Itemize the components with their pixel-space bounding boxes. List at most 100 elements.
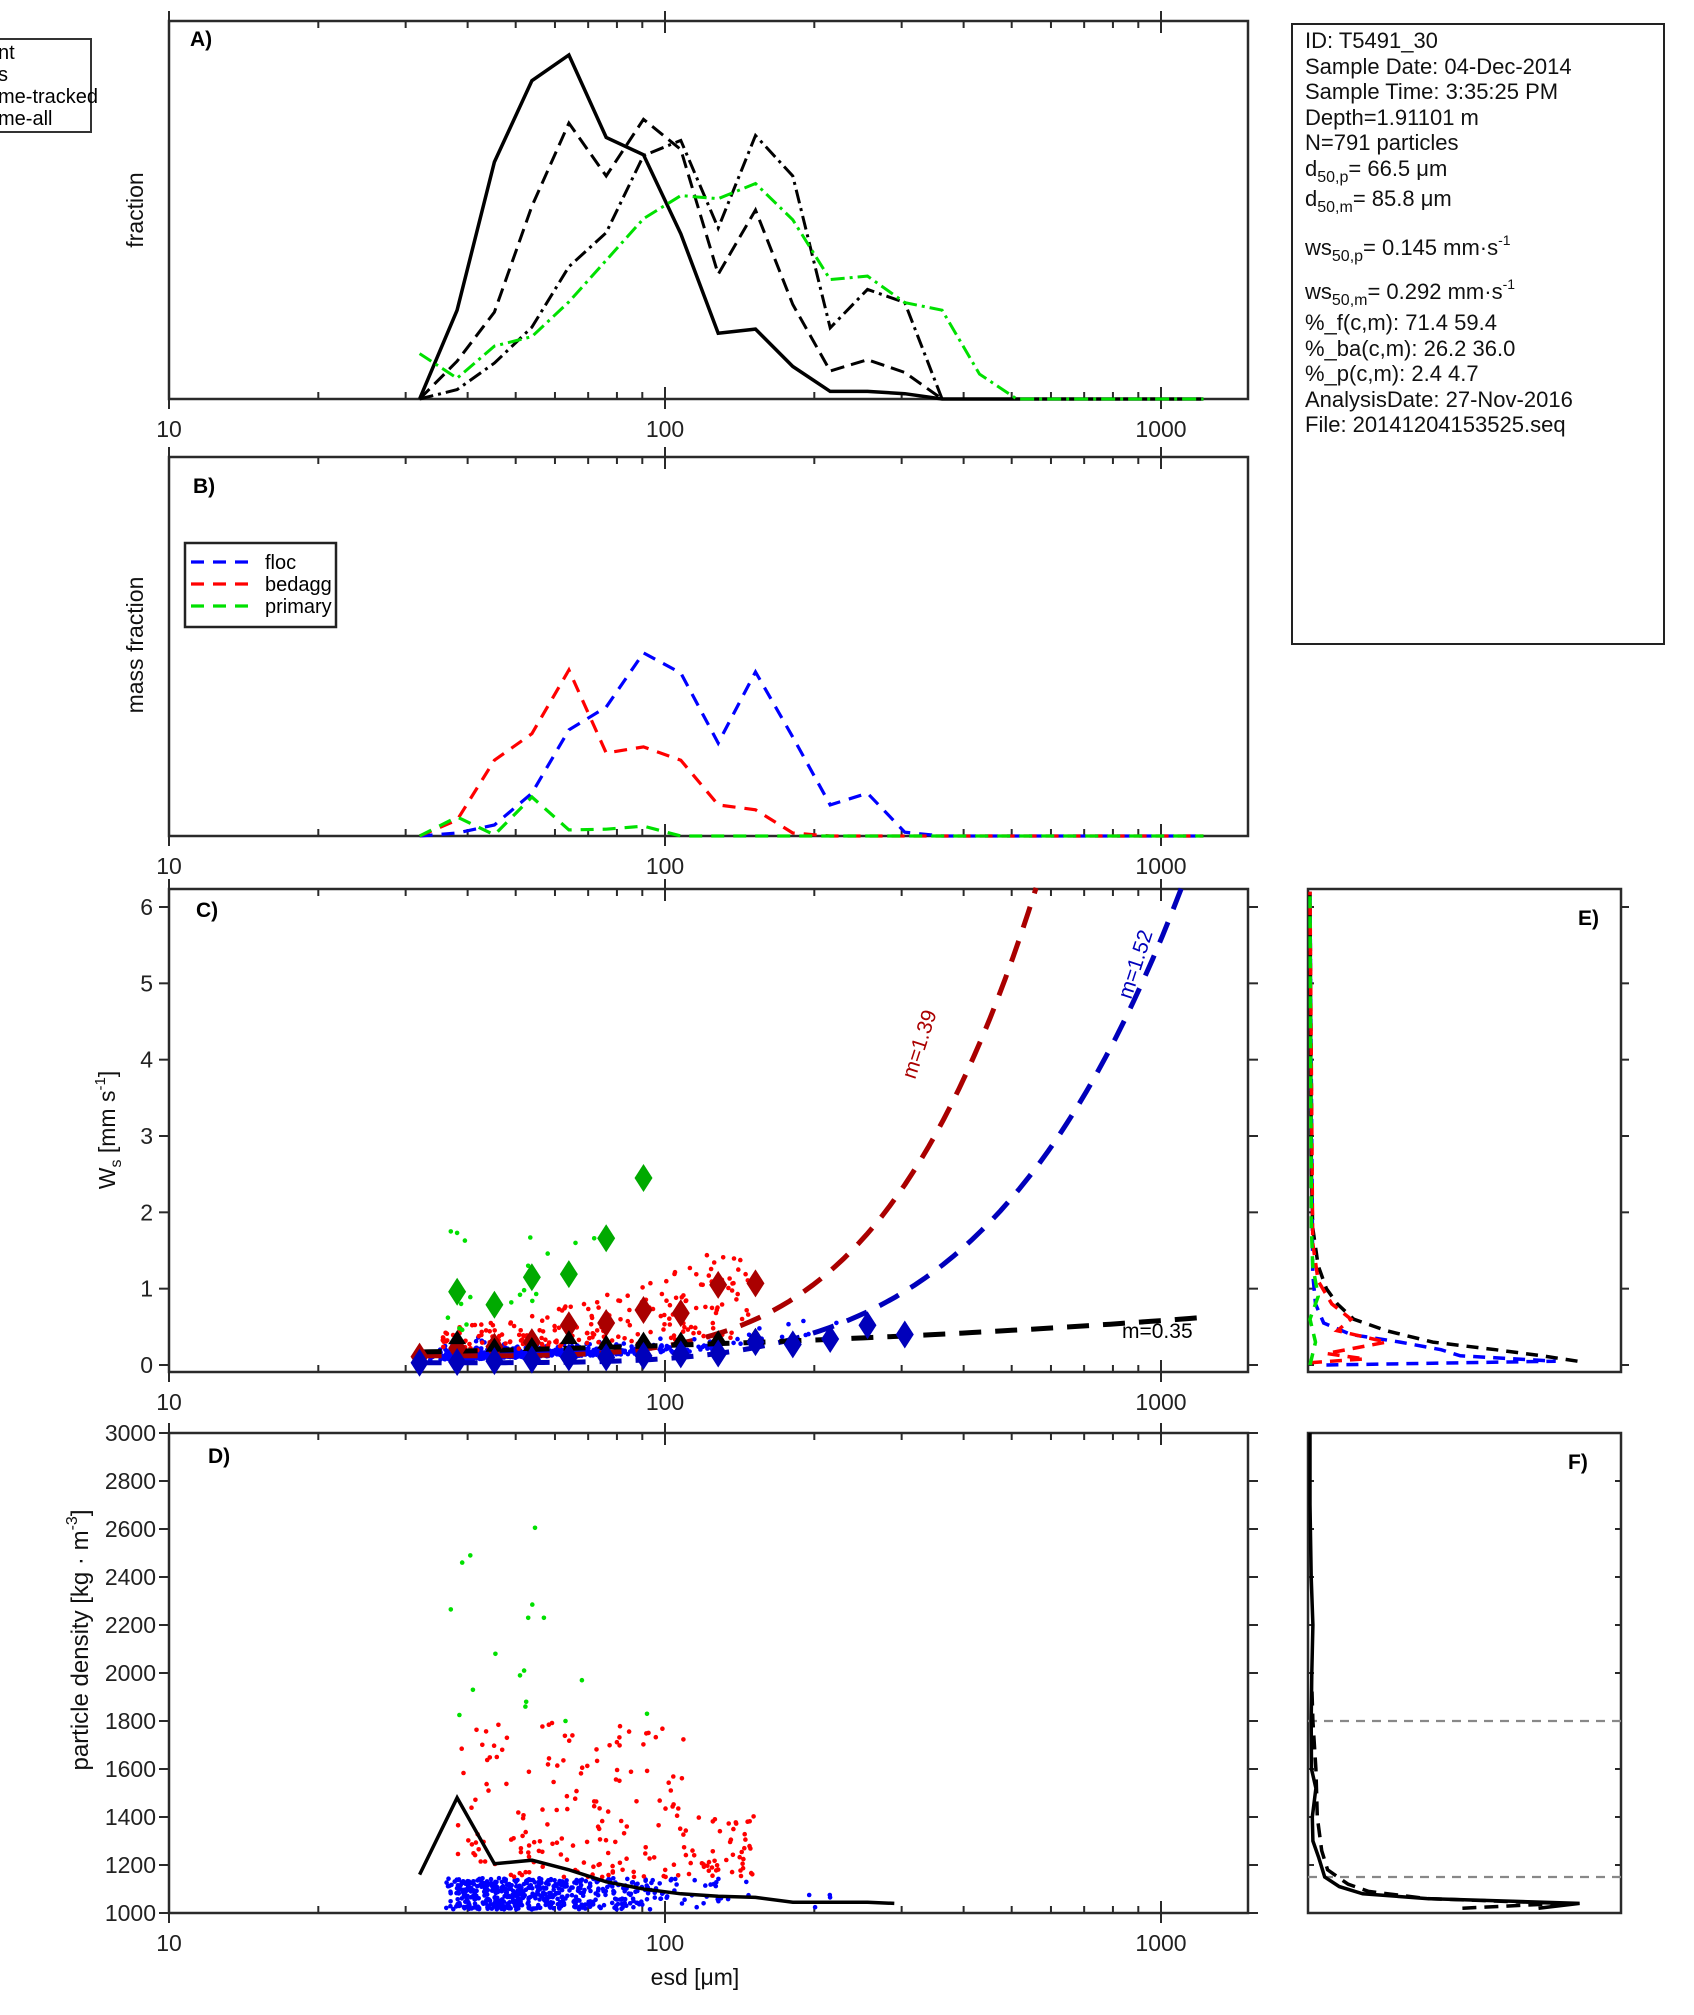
scatter-point-floc [658, 1349, 664, 1355]
scatter-point-primary [523, 1704, 528, 1709]
scatter-point-bedagg [738, 1257, 743, 1263]
scatter-point-floc [502, 1876, 507, 1882]
scatter-point-floc [631, 1904, 636, 1910]
scatter-point-bedagg [503, 1341, 508, 1346]
scatter-point-floc [460, 1890, 466, 1895]
scatter-point-floc [515, 1877, 520, 1883]
scatter-point-bedagg [483, 1729, 489, 1734]
scatter-point-bedagg [733, 1821, 739, 1826]
scatter-point-primary [517, 1673, 523, 1678]
scatter-point-floc [496, 1898, 502, 1903]
scatter-point-floc [716, 1876, 721, 1882]
scatter-point-floc [786, 1321, 791, 1327]
scatter-point-bedagg [480, 1742, 485, 1748]
scatter-point-bedagg [603, 1837, 609, 1843]
scatter-point-bedagg [526, 1870, 532, 1875]
scatter-point-bedagg [443, 1339, 449, 1344]
scatter-point-floc [549, 1351, 555, 1357]
scatter-point-floc [548, 1891, 553, 1896]
info-d50p-label: d [1305, 155, 1318, 181]
scatter-point-bedagg [696, 1330, 702, 1336]
scatter-point-bedagg [739, 1316, 745, 1322]
scatter-point-bedagg [643, 1851, 648, 1856]
scatter-point-bedagg [594, 1747, 599, 1752]
y-tick-label: 3 [140, 1123, 153, 1149]
y-tick-label: 1 [140, 1276, 153, 1302]
scatter-point-floc [664, 1895, 669, 1900]
scatter-point-bedagg [570, 1843, 576, 1848]
scatter-points [428, 1175, 839, 1363]
scatter-point-bedagg [729, 1288, 735, 1293]
scatter-point-floc [615, 1901, 621, 1907]
scatter-point-bedagg [694, 1272, 699, 1277]
scatter-point-bedagg [628, 1769, 634, 1775]
scatter-point-bedagg [591, 1799, 597, 1804]
scatter-point-bedagg [647, 1856, 652, 1861]
scatter-point-bedagg [549, 1720, 555, 1726]
median-marker-bedagg-median [597, 1309, 616, 1338]
scatter-point-bedagg [622, 1336, 627, 1341]
scatter-point-floc [467, 1879, 472, 1885]
axes-frame [1306, 887, 1623, 1374]
scatter-point-bedagg [643, 1845, 648, 1850]
scatter-point-floc [645, 1890, 651, 1896]
info-file: File: 20141204153525.seq [1305, 412, 1566, 438]
scatter-point-floc [444, 1905, 449, 1911]
scatter-point-bedagg [680, 1329, 686, 1334]
scatter-point-bedagg [455, 1823, 461, 1828]
scatter-point-floc [634, 1900, 639, 1906]
scatter-point-bedagg [741, 1856, 746, 1862]
scatter-point-bedagg [559, 1308, 565, 1313]
scatter-point-bedagg [591, 1803, 597, 1809]
scatter-point-bedagg [531, 1839, 537, 1845]
panel-f: F) [1306, 1431, 1623, 1915]
scatter-point-floc [572, 1904, 577, 1909]
scatter-point-floc [630, 1880, 636, 1885]
legend-entry: nt [0, 42, 15, 64]
scatter-point-bedagg [683, 1298, 688, 1304]
scatter-point-bedagg [648, 1280, 653, 1286]
scatter-point-primary [532, 1525, 538, 1531]
scatter-point-bedagg [688, 1860, 693, 1866]
scatter-point-floc [598, 1905, 603, 1911]
scatter-point-bedagg [627, 1307, 632, 1313]
scatter-point-floc [536, 1887, 542, 1892]
fit-line-floc-fit [419, 886, 1184, 1366]
info-sample-date: Sample Date: 04-Dec-2014 [1305, 53, 1572, 79]
y-tick-label: 2000 [105, 1660, 156, 1686]
scatter-point-bedagg [729, 1330, 734, 1336]
x-tick-label: 10 [156, 1389, 182, 1415]
scatter-point-bedagg [657, 1798, 662, 1803]
scatter-point-bedagg [701, 1862, 706, 1867]
scatter-point-bedagg [572, 1796, 578, 1801]
scatter-point-bedagg [508, 1837, 514, 1842]
scatter-point-floc [518, 1901, 524, 1906]
scatter-point-floc [576, 1885, 581, 1891]
scatter-point-floc [692, 1877, 697, 1883]
x-tick-label: 1000 [1135, 1389, 1186, 1415]
scatter-point-bedagg [540, 1864, 545, 1869]
info-ws50p-sub: 50,p [1331, 247, 1364, 265]
scatter-point-bedagg [565, 1806, 570, 1812]
scatter-point-bedagg [625, 1293, 630, 1298]
scatter-point-bedagg [663, 1874, 668, 1880]
scatter-point-floc [572, 1898, 577, 1903]
scatter-point-bedagg [666, 1780, 671, 1785]
scatter-point-floc [731, 1340, 736, 1346]
scatter-point-bedagg [566, 1738, 572, 1743]
scatter-point-bedagg [667, 1316, 672, 1321]
scatter-point-bedagg [731, 1280, 736, 1286]
scatter-point-bedagg [552, 1327, 558, 1333]
scatter-point-floc [459, 1880, 465, 1885]
scatter-point-bedagg [545, 1315, 550, 1320]
scatter-point-bedagg [594, 1300, 600, 1305]
scatter-point-primary [545, 1251, 550, 1256]
scatter-point-floc [591, 1352, 596, 1358]
scatter-point-floc [547, 1894, 553, 1900]
scatter-point-bedagg [562, 1733, 568, 1739]
y-tick-label: 1400 [105, 1804, 156, 1830]
scatter-point-floc [473, 1896, 479, 1901]
y-axis-label-sup: -3 [64, 1516, 81, 1530]
axes-frame [167, 887, 1250, 1374]
scatter-point-floc [658, 1336, 663, 1341]
